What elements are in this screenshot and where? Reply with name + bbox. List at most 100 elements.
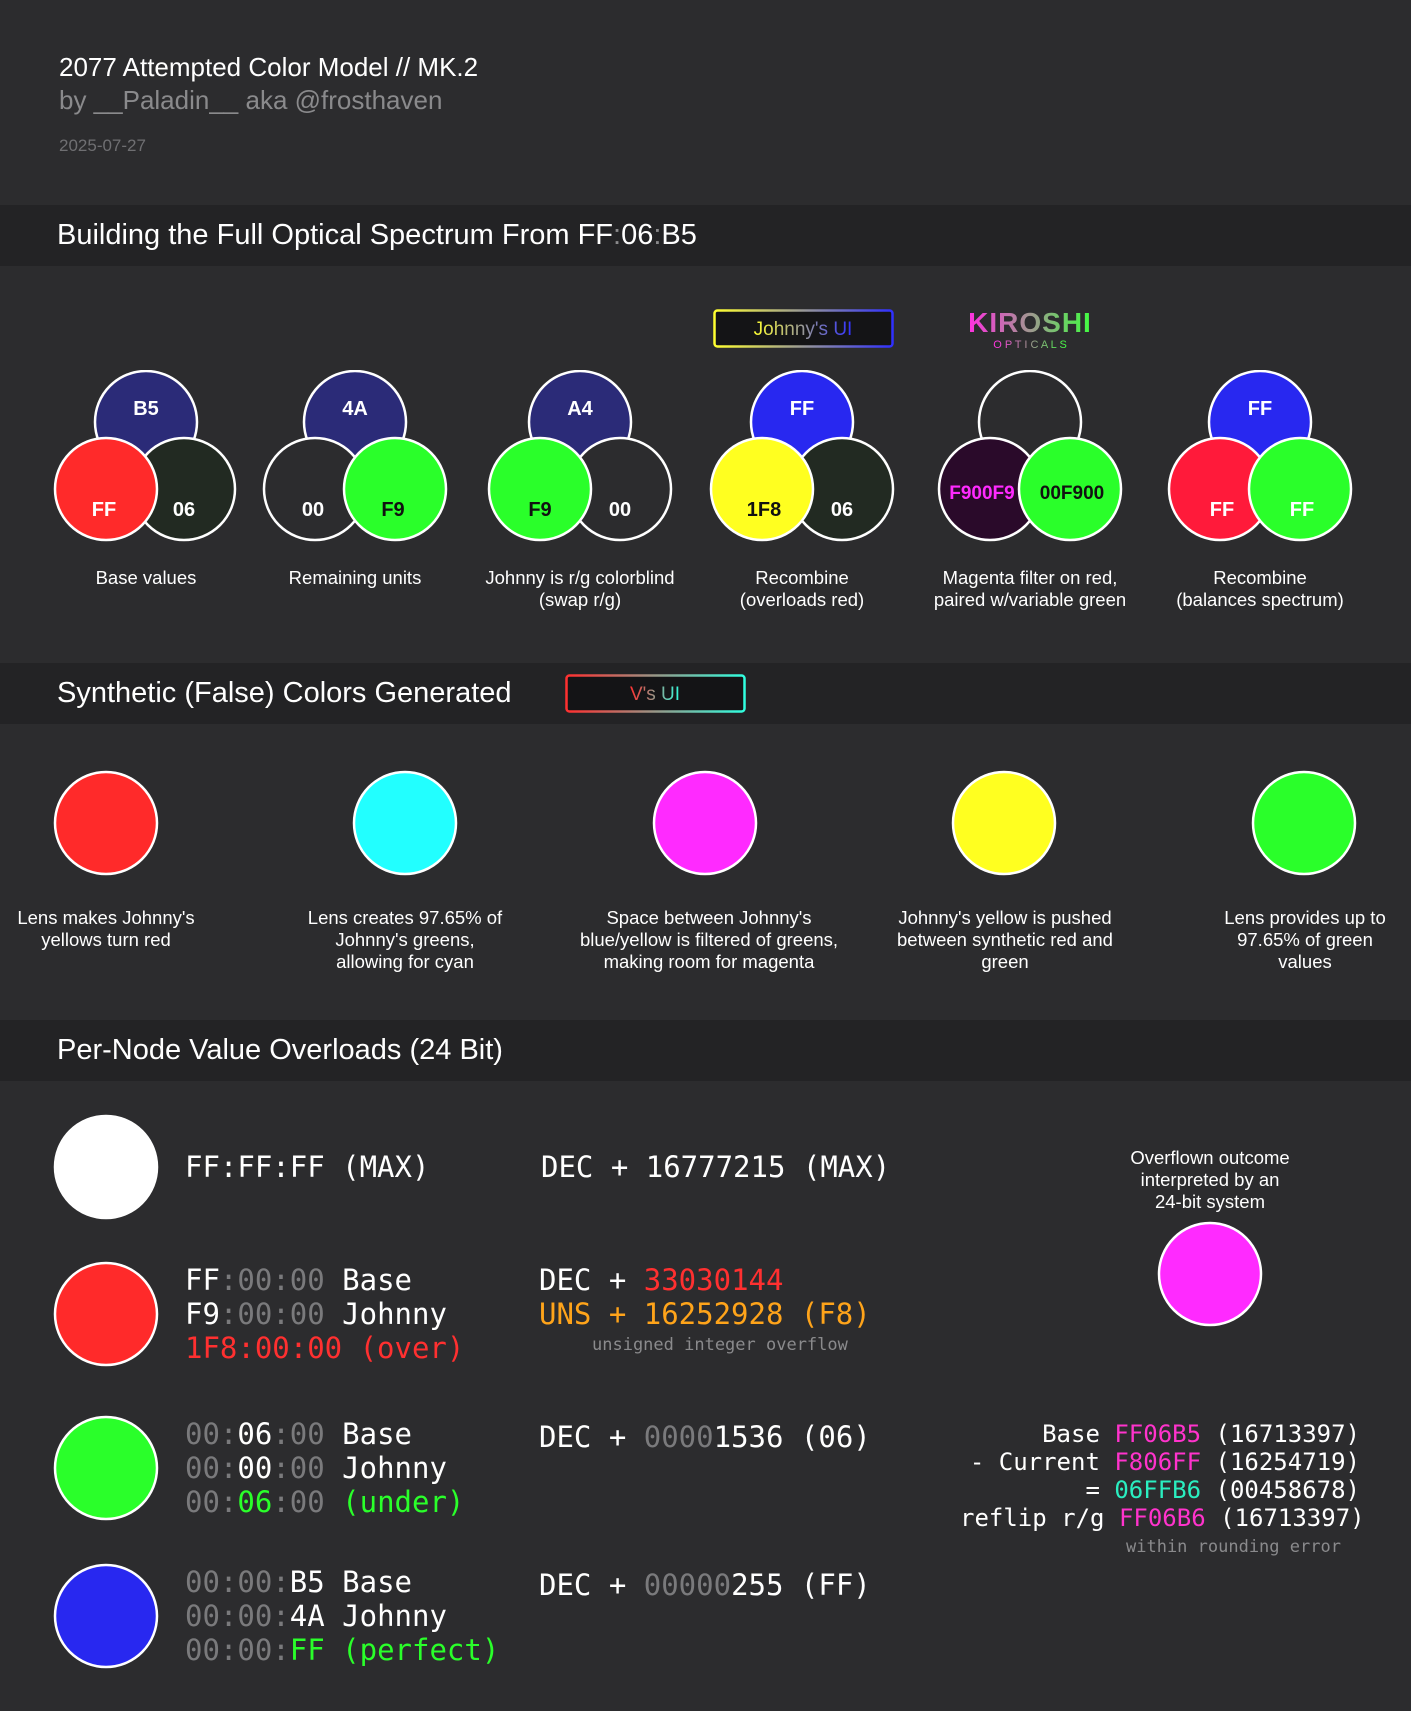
- venn2-caption: Remaining units: [255, 567, 455, 589]
- green-under-g: 06: [237, 1485, 273, 1519]
- blue-perfect-rg: 00:00:: [185, 1633, 290, 1667]
- johnny-ui-badge: Johnny's UI: [713, 309, 894, 348]
- overflow-caption: Overflown outcome interpreted by an 24-b…: [1090, 1147, 1330, 1213]
- blue-dec-label: DEC +: [539, 1568, 644, 1602]
- venn-diagram-6: FF FF FF: [1167, 370, 1353, 542]
- red-uns: UNS + 16252928 (F8): [539, 1297, 871, 1331]
- red-uns-note: unsigned integer overflow: [592, 1335, 848, 1355]
- venn-diagrams: B5 FF 06 4A 00 F9 A4 F9 00 FF 1F8 06 F90…: [53, 370, 1353, 542]
- blue-johnny-label: Johnny: [324, 1599, 447, 1633]
- section3-title: Per-Node Value Overloads (24 Bit): [57, 1034, 503, 1066]
- swatch1-caption-l2: yellows turn red: [41, 929, 171, 950]
- section1-title-b: 06: [621, 219, 654, 251]
- green-under-r: 00:: [185, 1485, 238, 1519]
- max-hex: FF:FF:FF (MAX): [185, 1150, 430, 1184]
- section3-band: Per-Node Value Overloads (24 Bit): [0, 1020, 1411, 1081]
- swatch2-caption: Lens creates 97.65% of Johnny's greens, …: [285, 907, 525, 973]
- red-johnny-label: Johnny: [324, 1297, 447, 1331]
- blue-line-perfect: 00:00:FF (perfect): [185, 1633, 499, 1667]
- venn1-caption: Base values: [46, 567, 246, 589]
- venn4-caption-line1: Recombine: [755, 567, 849, 588]
- calc-current-label: - Current: [969, 1448, 1115, 1476]
- page-title: 2077 Attempted Color Model // MK.2: [59, 52, 479, 82]
- green-line-johnny: 00:00:00 Johnny: [185, 1451, 447, 1485]
- green-under-label: (under): [324, 1485, 465, 1519]
- calc-result-hex: 06FFB6: [1114, 1476, 1202, 1504]
- swatch4-caption: Johnny's yellow is pushed between synthe…: [868, 907, 1142, 973]
- section1-title-a: Building the Full Optical Spectrum From …: [57, 219, 614, 251]
- red-johnny-r: F9: [185, 1297, 220, 1331]
- venn-diagram-5: F900F9 00F900: [937, 370, 1123, 542]
- swatch2-caption-l1: Lens creates 97.65% of: [307, 907, 503, 928]
- venn3-top: A4: [567, 398, 593, 420]
- venn4-left: 1F8: [747, 499, 781, 521]
- calc-reflip-hex: FF06B6: [1118, 1504, 1206, 1532]
- max-dec: DEC + 16777215 (MAX): [541, 1150, 891, 1184]
- blue-dec-pad: 00000: [643, 1568, 732, 1602]
- blue-line-base: 00:00:B5 Base: [185, 1565, 412, 1599]
- green-dec-pad: 0000: [643, 1420, 714, 1454]
- venn5-right: 00F900: [1040, 483, 1104, 504]
- green-johnny-r: 00:: [185, 1451, 238, 1485]
- venn1-right: 06: [173, 499, 195, 521]
- green-johnny-g: 00: [237, 1451, 273, 1485]
- blue-johnny-rg: 00:00:: [185, 1599, 290, 1633]
- swatch1-caption: Lens makes Johnny's yellows turn red: [0, 907, 212, 951]
- blue-dec-value: 255 (FF): [731, 1568, 871, 1602]
- red-dec: DEC + 33030144: [539, 1263, 783, 1297]
- green-base-b: :00: [272, 1417, 325, 1451]
- venn3-caption: Johnny is r/g colorblind (swap r/g): [460, 567, 700, 611]
- calc-base-hex: FF06B5: [1114, 1420, 1202, 1448]
- venn-diagram-3: A4 F9 00: [487, 370, 673, 542]
- green-under-b: :00: [272, 1485, 325, 1519]
- venn6-caption-line1: Recombine: [1213, 567, 1307, 588]
- venn5-caption-line2: paired w/variable green: [933, 589, 1127, 610]
- synthetic-swatches: [53, 770, 1357, 876]
- calc-result-label: =: [1085, 1476, 1115, 1504]
- venn4-caption-line2: (overloads red): [739, 589, 865, 610]
- red-base-label: Base: [324, 1263, 412, 1297]
- calc-note: within rounding error: [1126, 1537, 1341, 1557]
- swatch4-caption-l1: Johnny's yellow is pushed: [898, 907, 1112, 928]
- section1-title-c: B5: [661, 219, 697, 251]
- section2-band: Synthetic (False) Colors Generated: [0, 663, 1411, 724]
- blue-line-johnny: 00:00:4A Johnny: [185, 1599, 447, 1633]
- green-johnny-label: Johnny: [324, 1451, 447, 1485]
- venn6-caption-line2: (balances spectrum): [1176, 589, 1344, 610]
- calc-base-dec: (16713397): [1201, 1420, 1360, 1448]
- green-base-g: 06: [237, 1417, 273, 1451]
- venn2-top: 4A: [342, 398, 368, 420]
- page-byline: by __Paladin__ aka @frosthaven: [59, 85, 443, 115]
- swatch4-caption-l3: green: [981, 951, 1029, 972]
- venn4-caption: Recombine (overloads red): [702, 567, 902, 611]
- swatch5-caption: Lens provides up to 97.65% of green valu…: [1200, 907, 1410, 973]
- red-line-johnny: F9:00:00 Johnny: [185, 1297, 447, 1331]
- venn-diagram-1: B5 FF 06: [53, 370, 237, 542]
- blue-base-b: B5: [289, 1565, 325, 1599]
- page-date: 2025-07-27: [59, 136, 146, 155]
- calc-current-dec: (16254719): [1201, 1448, 1360, 1476]
- calc-current-hex: F806FF: [1114, 1448, 1202, 1476]
- swatch3-caption: Space between Johnny's blue/yellow is fi…: [560, 907, 858, 973]
- circle-max-white: [53, 1114, 159, 1220]
- venn5-caption-line1: Magenta filter on red,: [942, 567, 1118, 588]
- venn2-right: F9: [381, 499, 404, 521]
- section2-title: Synthetic (False) Colors Generated: [57, 677, 512, 709]
- circle-overflow-outcome: [1157, 1221, 1263, 1327]
- blue-base-label: Base: [324, 1565, 412, 1599]
- calc-row-current: - Current F806FF (16254719): [960, 1448, 1360, 1476]
- venn1-caption-line1: Base values: [95, 567, 197, 588]
- venn6-right: FF: [1290, 499, 1314, 521]
- red-line-base: FF:00:00 Base: [185, 1263, 412, 1297]
- swatch1-caption-l1: Lens makes Johnny's: [17, 907, 195, 928]
- blue-dec: DEC + 00000255 (FF): [539, 1568, 871, 1602]
- venn3-caption-line2: (swap r/g): [538, 589, 622, 610]
- green-base-r: 00:: [185, 1417, 238, 1451]
- circle-green-node: [53, 1415, 159, 1521]
- red-dec-value: 33030144: [643, 1263, 784, 1297]
- green-dec-label: DEC +: [539, 1420, 644, 1454]
- section1-title: Building the Full Optical Spectrum From …: [57, 219, 697, 252]
- green-dec: DEC + 00001536 (06): [539, 1420, 871, 1454]
- blue-perfect-value: FF (perfect): [289, 1633, 500, 1667]
- swatch4-caption-l2: between synthetic red and: [897, 929, 1113, 950]
